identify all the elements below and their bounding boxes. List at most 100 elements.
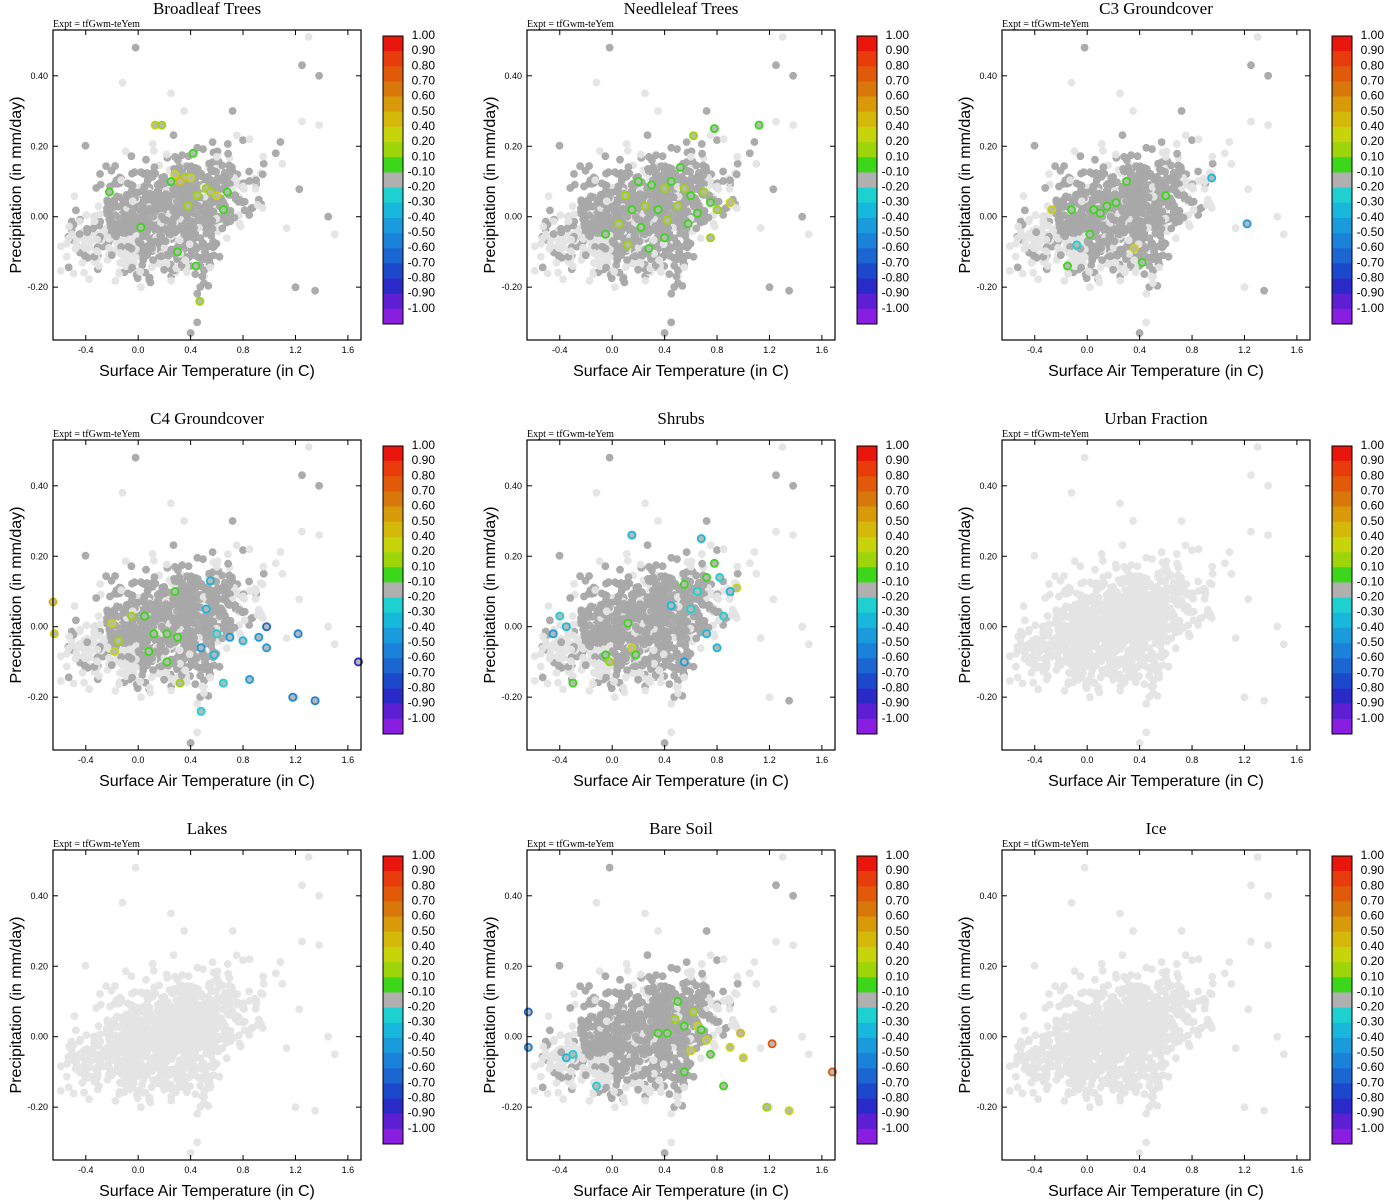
data-point — [206, 198, 214, 207]
data-point — [1154, 252, 1163, 261]
data-point — [611, 168, 619, 177]
colorbar-swatch — [383, 187, 403, 204]
data-point — [613, 256, 622, 265]
colorbar-swatch — [383, 66, 403, 82]
data-point — [251, 184, 260, 193]
expt-label: Expt = tfGwm-teYem — [1002, 19, 1089, 30]
colorbar-label: 0.80 — [1361, 58, 1385, 72]
data-point — [139, 256, 148, 265]
colorbar-swatch — [857, 202, 877, 219]
data-point — [1052, 233, 1061, 242]
data-point — [219, 197, 227, 206]
data-point — [90, 627, 99, 635]
data-point — [136, 677, 144, 686]
data-point — [669, 254, 678, 262]
data-point — [107, 576, 116, 585]
highlight-point — [262, 643, 272, 653]
data-point — [56, 676, 65, 685]
colorbar-label: 0.40 — [1361, 119, 1385, 133]
data-point — [1109, 265, 1117, 274]
data-point — [190, 209, 198, 218]
y-tick-label: 0.00 — [30, 622, 48, 632]
x-tick-label: 0.4 — [184, 755, 197, 765]
data-point — [65, 632, 73, 641]
data-point — [330, 640, 339, 649]
data-point — [96, 170, 104, 178]
data-point — [785, 286, 793, 295]
data-point — [610, 267, 618, 276]
data-point — [147, 673, 156, 682]
data-point — [1122, 197, 1130, 206]
colorbar-label: -0.50 — [1357, 225, 1385, 239]
data-point — [92, 184, 101, 192]
highlight-point — [218, 205, 228, 215]
highlight-point — [172, 632, 182, 642]
data-point — [1168, 172, 1177, 181]
data-point — [544, 192, 553, 200]
x-tick-label: 0.4 — [184, 345, 197, 355]
data-point — [1260, 286, 1268, 295]
data-point — [1194, 135, 1203, 144]
data-point — [118, 78, 127, 87]
highlight-point — [1137, 257, 1147, 267]
data-point — [148, 139, 157, 148]
data-point — [173, 607, 181, 616]
data-point — [647, 156, 656, 165]
data-point — [1098, 256, 1106, 264]
data-point — [1024, 230, 1033, 238]
data-point — [1155, 263, 1164, 272]
data-point — [124, 652, 133, 661]
data-point — [92, 657, 101, 666]
data-point — [157, 232, 166, 240]
y-tick-label: 0.00 — [979, 212, 997, 222]
highlight-point — [209, 650, 219, 660]
data-point — [124, 242, 133, 251]
highlight-point — [675, 162, 685, 172]
data-point — [160, 582, 169, 591]
colorbar-label: -0.40 — [882, 210, 910, 224]
colorbar-swatch — [383, 51, 403, 67]
data-point — [199, 689, 208, 697]
colorbar-swatch — [383, 491, 403, 507]
data-point — [657, 195, 665, 204]
colorbar-label: 0.60 — [412, 499, 436, 513]
data-point — [193, 318, 202, 327]
data-point — [80, 268, 88, 277]
data-point — [546, 242, 555, 251]
highlight-point — [175, 176, 185, 186]
data-point — [1045, 170, 1053, 178]
colorbar-label: 0.40 — [412, 529, 436, 543]
x-tick-label: 0.0 — [606, 345, 619, 355]
colorbar-label: -0.30 — [882, 195, 910, 209]
data-point — [1189, 206, 1198, 215]
data-point — [686, 152, 695, 161]
data-point — [152, 202, 161, 211]
data-point — [259, 152, 268, 161]
colorbar-label: 0.10 — [412, 149, 436, 163]
colorbar-label: 0.60 — [1361, 89, 1385, 103]
data-point — [552, 258, 561, 267]
data-point — [588, 202, 597, 211]
colorbar-label: -0.40 — [408, 620, 436, 634]
data-point — [192, 654, 201, 663]
data-point — [183, 572, 191, 580]
highlight-point — [653, 205, 663, 215]
colorbar-label: -0.90 — [408, 286, 436, 300]
data-point — [208, 138, 217, 146]
colorbar-swatch — [383, 673, 403, 689]
highlight-point — [175, 678, 185, 688]
data-point — [644, 167, 653, 175]
data-point — [198, 682, 207, 691]
data-point — [1157, 138, 1166, 146]
colorbar-label: -0.60 — [408, 650, 436, 664]
highlight-point — [192, 191, 202, 201]
data-point — [772, 61, 780, 70]
data-point — [1140, 270, 1149, 278]
data-point — [1080, 43, 1089, 52]
data-point — [240, 206, 249, 215]
data-point — [543, 269, 552, 278]
colorbar-swatch — [383, 627, 403, 644]
data-point — [1179, 213, 1188, 222]
data-point — [131, 663, 140, 671]
data-point — [162, 258, 171, 267]
